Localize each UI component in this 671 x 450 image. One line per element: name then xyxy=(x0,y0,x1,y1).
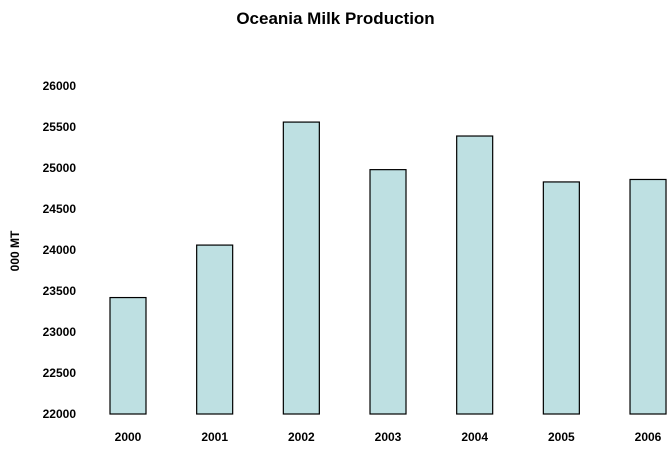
y-tick-label: 23000 xyxy=(43,325,77,339)
y-tick-label: 25500 xyxy=(43,120,77,134)
x-tick-label: 2004 xyxy=(461,430,488,444)
bar-2000 xyxy=(109,296,147,415)
bar-2006 xyxy=(629,178,667,415)
bar-2003 xyxy=(369,169,407,415)
x-tick-label: 2002 xyxy=(288,430,315,444)
x-tick-label: 2001 xyxy=(201,430,228,444)
y-tick-label: 22000 xyxy=(43,407,77,421)
y-tick-label: 26000 xyxy=(43,79,77,93)
y-tick-label: 23500 xyxy=(43,284,77,298)
bar-2001 xyxy=(196,244,234,415)
bar-series xyxy=(109,121,667,415)
chart-title: Oceania Milk Production xyxy=(236,9,435,28)
y-tick-label: 24500 xyxy=(43,202,77,216)
y-axis-label: 000 MT xyxy=(8,230,22,271)
x-tick-label: 2003 xyxy=(375,430,402,444)
y-tick-label: 25000 xyxy=(43,161,77,175)
x-axis-ticks: 2000 2001 2002 2003 2004 2005 2006 xyxy=(115,430,662,444)
y-axis-ticks: 22000 22500 23000 23500 24000 24500 25000 25500… xyxy=(43,79,77,421)
x-tick-label: 2000 xyxy=(115,430,142,444)
bar-2004 xyxy=(456,135,494,415)
bar-2005 xyxy=(542,181,580,415)
x-tick-label: 2006 xyxy=(635,430,662,444)
bar-2002 xyxy=(282,121,320,415)
x-tick-label: 2005 xyxy=(548,430,575,444)
y-tick-label: 22500 xyxy=(43,366,77,380)
y-tick-label: 24000 xyxy=(43,243,77,257)
